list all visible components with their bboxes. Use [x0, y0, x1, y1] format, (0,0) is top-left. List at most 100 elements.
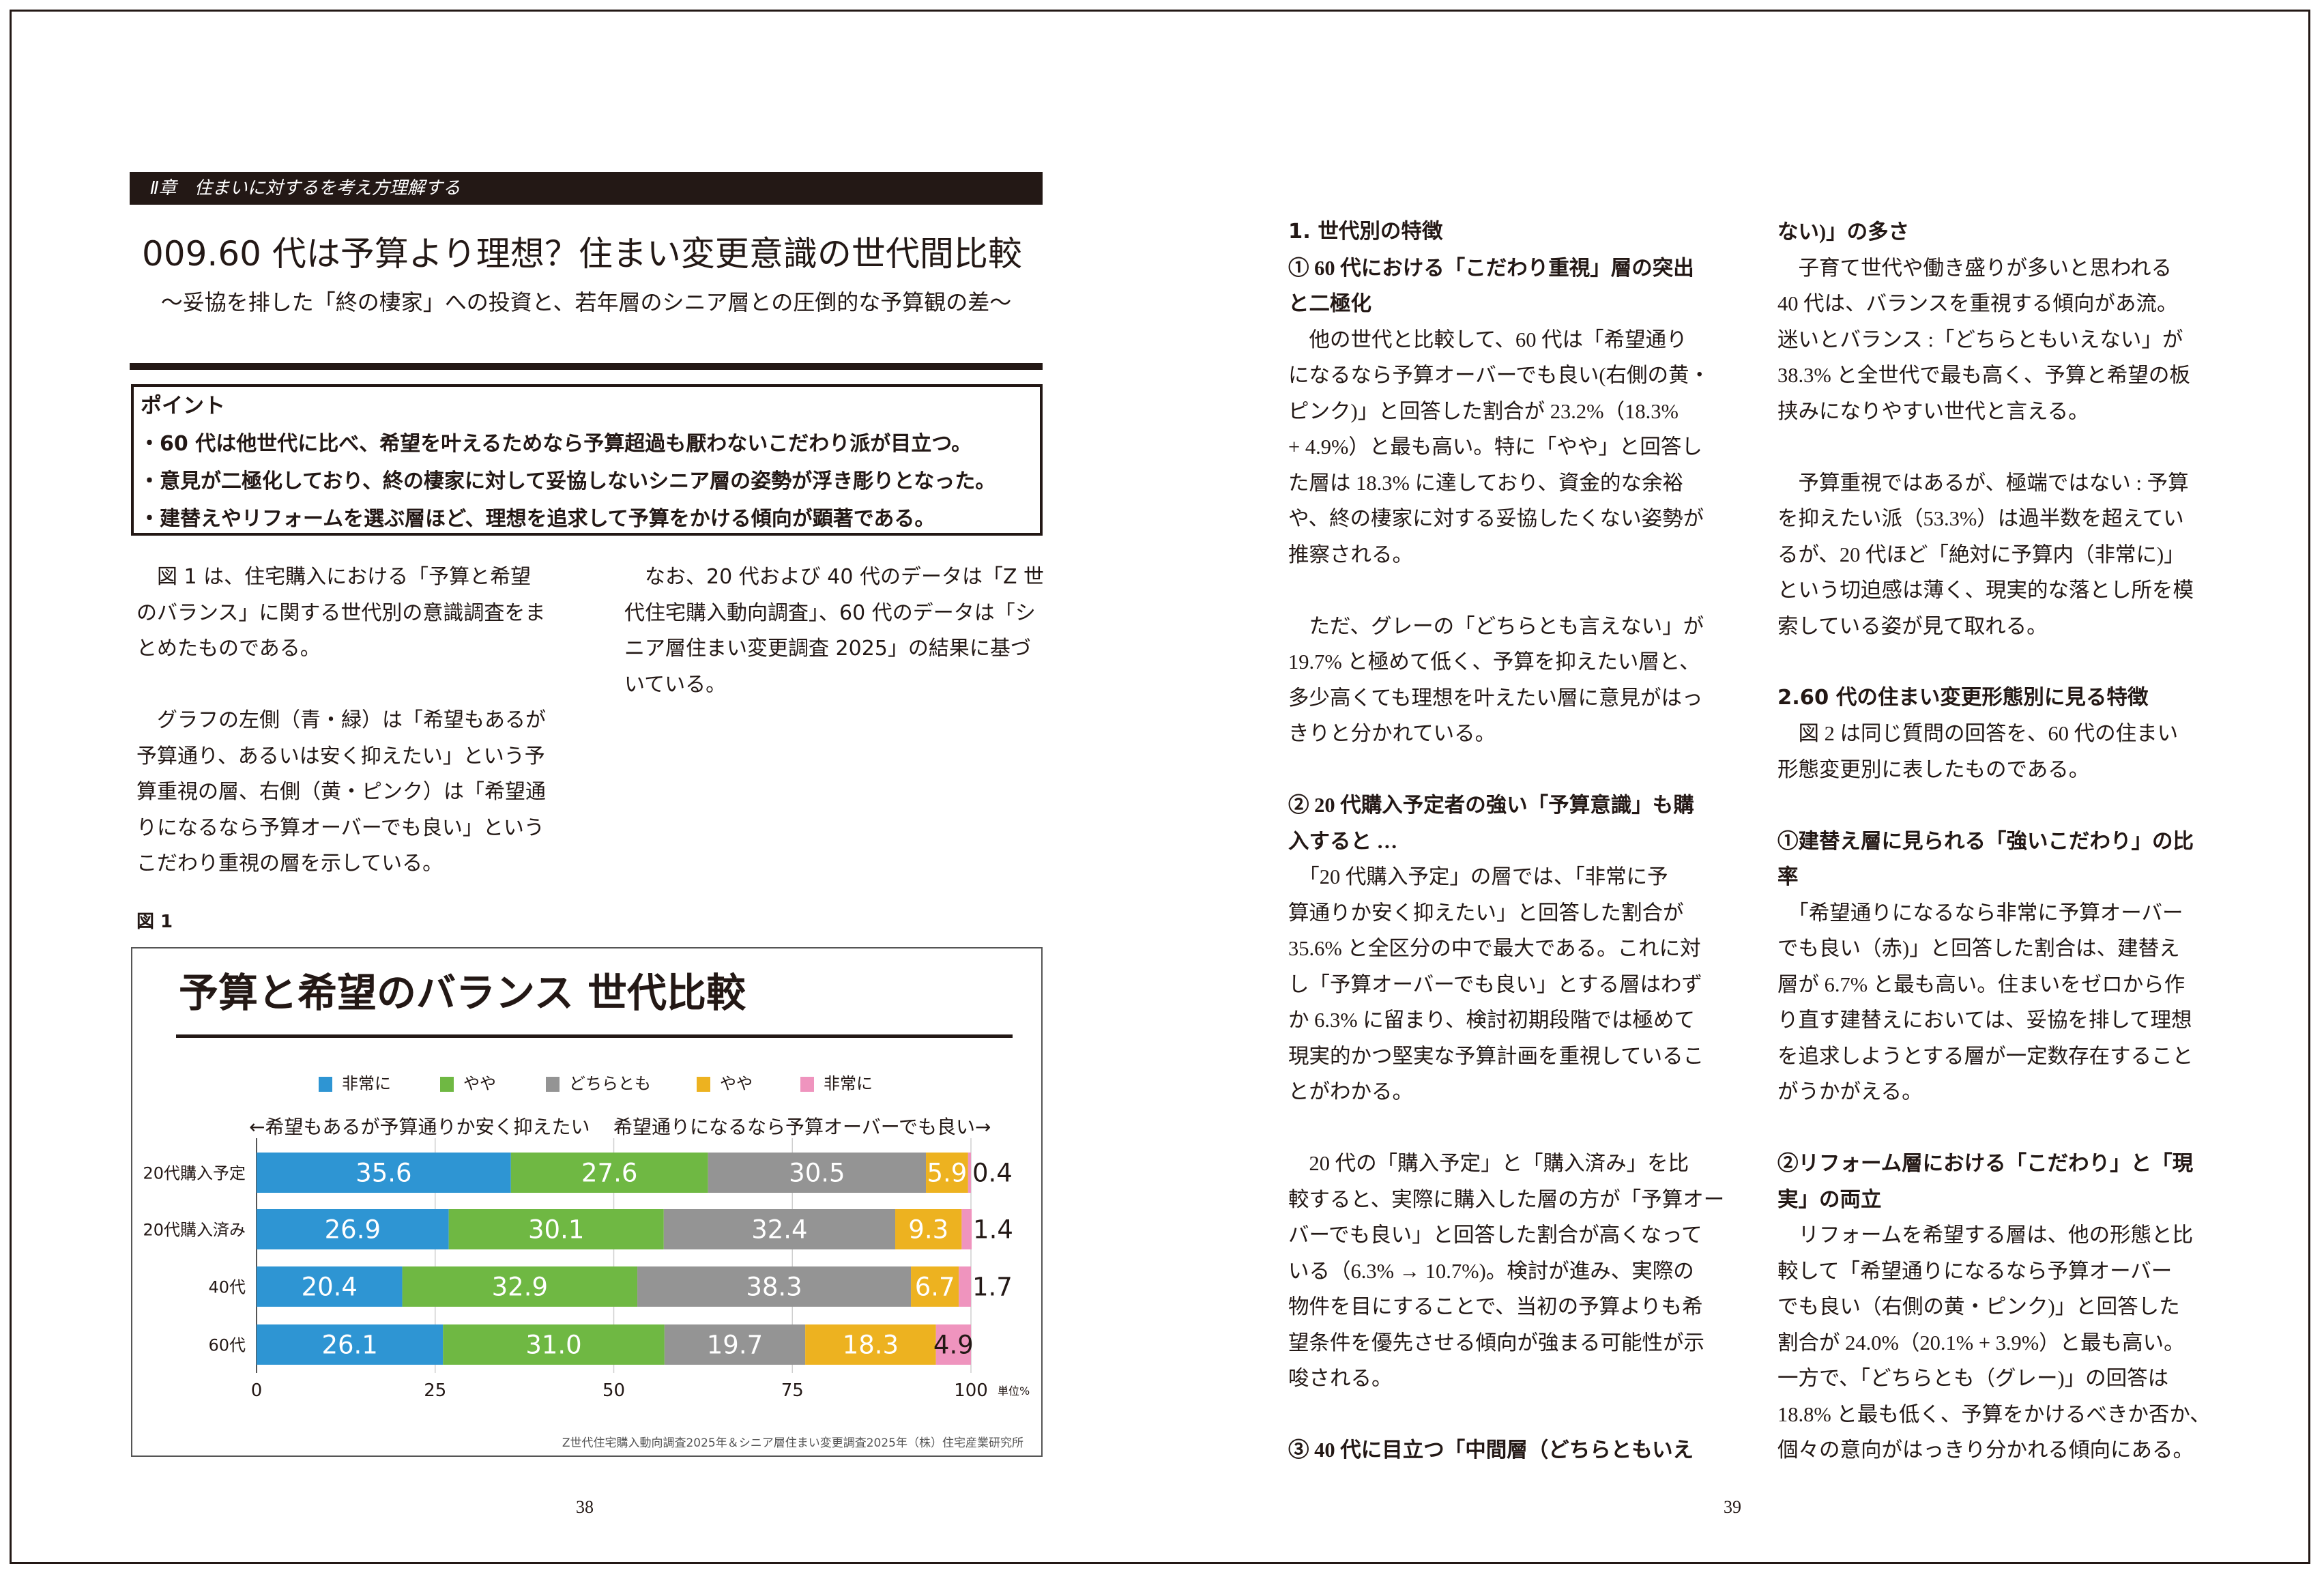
body-line: か 6.3% に留まり、検討初期段階では極めて [1288, 1009, 1696, 1032]
legend-label: どちらとも [569, 1074, 651, 1093]
right-direction-label: 希望通りになるなら予算オーバーでも良い→ [613, 1116, 991, 1138]
chart-source: Z世代住宅購入動向調査2025年＆シニア層住まい変更調査2025年（株）住宅産業… [562, 1436, 1023, 1450]
body-line: がうかがえる。 [1777, 1080, 1923, 1103]
section-heading: 2.60 代の住まい変更形態別に見る特徴 [1777, 685, 2149, 710]
data-label: 30.5 [789, 1159, 845, 1188]
data-label: 26.1 [321, 1331, 377, 1360]
bar-segment [968, 1153, 971, 1193]
data-label: 4.9 [933, 1331, 974, 1360]
bar-segment [805, 1324, 936, 1365]
data-label: 26.9 [325, 1215, 381, 1245]
body-line: 唆される。 [1288, 1367, 1393, 1390]
body-line: グラフの左側（青・緑）は「希望もあるが [136, 708, 546, 732]
body-line: こだわり重視の層を示している。 [136, 852, 444, 875]
bar-segment [911, 1266, 959, 1307]
category-label: 40代 [208, 1278, 246, 1297]
data-label: 0.4 [972, 1159, 1013, 1188]
data-label: 1.7 [972, 1273, 1013, 1302]
body-line: 算通りか安く抑えたい」と回答した割合が [1288, 901, 1684, 925]
x-tick-label: 25 [424, 1380, 446, 1401]
body-line: 較すると、実際に購入した層の方が「予算オー [1288, 1187, 1725, 1211]
body-line: 較して「希望通りになるなら予算オーバー [1777, 1259, 2173, 1283]
body-line: 40 代は、バランスを重視する傾向があ流。 [1777, 292, 2178, 315]
body-line: るが、20 代ほど「絶対に予算内（非常に)」 [1777, 542, 2185, 566]
legend-swatch [800, 1077, 814, 1092]
body-line: バーでも良い」と回答した割合が高くなって [1288, 1223, 1702, 1247]
point-item: ・60 代は他世代に比べ、希望を叶えるためなら予算超過も厭わないこだわり派が目立… [139, 432, 972, 456]
legend-item: やや [697, 1074, 753, 1093]
body-line: いる（6.3% → 10.7%)。検討が進み、実際の [1288, 1259, 1694, 1283]
body-line: 予算通り、あるいは安く抑えたい」という予 [136, 744, 545, 768]
points-heading: ポイント [141, 394, 225, 418]
body-line [1288, 1110, 1724, 1146]
body-line: 一方で、「どちらとも（グレー)」の回答は [1777, 1367, 2169, 1390]
legend-item: 非常に [319, 1074, 391, 1093]
legend-label: 非常に [342, 1074, 391, 1093]
data-label: 19.7 [707, 1331, 763, 1360]
body-line: し「予算オーバーでも良い」とする層はわず [1288, 972, 1702, 996]
x-tick-label: 75 [781, 1380, 804, 1401]
category-label: 20代購入予定 [143, 1164, 246, 1183]
body-line: 算重視の層、右側（黄・ピンク）は「希望通 [136, 780, 546, 804]
body-line: 図 2 は同じ質問の回答を、60 代の住まい [1777, 722, 2179, 745]
point-item: ・意見が二極化しており、終の棲家に対して妥協しないシニア層の姿勢が浮き彫りとなっ… [139, 469, 996, 493]
figure-label: 図 1 [136, 912, 173, 932]
x-tick-label: 0 [251, 1380, 263, 1401]
section-heading: 1. 世代別の特徴 [1288, 220, 1443, 244]
body-line: 割合が 24.0%（20.1% + 3.9%）と最も高い。 [1777, 1331, 2185, 1355]
body-line [1288, 752, 1724, 788]
body-line: いている。 [624, 672, 727, 697]
section-heading: と二極化 [1288, 292, 1371, 315]
legend-label: やや [463, 1074, 496, 1093]
page-number-right: 39 [1724, 1497, 1741, 1517]
body-line: ただ、グレーの「どちらとも言えない」が [1288, 614, 1704, 638]
body-line: なお、20 代および 40 代のデータは「Z 世 [624, 565, 1045, 589]
bar-segment [510, 1153, 708, 1193]
body-column-1: 図 1 は、住宅購入における「予算と希望 のバランス」に関する世代別の意識調査をま… [136, 560, 546, 882]
bar-segment [402, 1266, 638, 1307]
category-label: 60代 [208, 1336, 246, 1355]
section-heading: ②リフォーム層における「こだわり」と「現 [1777, 1152, 2194, 1175]
body-line: 物件を目にすることで、当初の予算よりも希 [1288, 1295, 1703, 1318]
body-line: のバランス」に関する世代別の意識調査をま [136, 600, 546, 625]
data-label: 9.3 [908, 1215, 948, 1245]
bar-segment [959, 1266, 971, 1307]
body-line: とがわかる。 [1288, 1080, 1413, 1103]
legend-swatch [546, 1077, 560, 1092]
body-line: ピンク)」と回答した割合が 23.2%（18.3% [1288, 399, 1679, 423]
bar-segment [663, 1209, 896, 1249]
body-line: 「20 代購入予定」の層では、「非常に予 [1288, 865, 1668, 888]
body-line: 他の世代と比較して、60 代は「希望通り [1288, 328, 1687, 351]
chart-container [131, 947, 1043, 1457]
legend-swatch [440, 1077, 454, 1092]
legend-label: やや [720, 1074, 753, 1093]
body-line: 20 代の「購入予定」と「購入済み」を比 [1288, 1152, 1689, 1175]
points-box: ポイント ・60 代は他世代に比べ、希望を叶えるためなら予算超過も厭わないこだわ… [131, 384, 1043, 536]
body-line: や、終の棲家に対する妥協したくない姿勢が [1288, 507, 1704, 530]
data-label: 30.1 [528, 1215, 584, 1245]
bar-segment [895, 1209, 962, 1249]
data-label: 5.9 [927, 1159, 968, 1188]
body-line: 索している姿が見て取れる。 [1777, 614, 2048, 638]
data-label: 38.3 [746, 1273, 802, 1302]
right-column-1: 1. 世代別の特徴 ① 60 代における「こだわり重視」層の突出 と二極化 他の世代… [1288, 214, 1724, 1468]
data-label: 27.6 [581, 1159, 637, 1188]
body-line: 迷いとバランス :「どちらともいえない」が [1777, 328, 2183, 351]
body-line: 「希望通りになるなら非常に予算オーバー [1777, 901, 2183, 925]
legend-swatch [319, 1077, 332, 1092]
body-line: 18.8% と最も低く、予算をかけるべきか否か、 [1777, 1402, 2211, 1426]
chart-title: 予算と希望のバランス 世代比較 [179, 970, 746, 1016]
bar-segment [935, 1324, 971, 1365]
body-line: でも良い（右側の黄・ピンク)」と回答した [1777, 1295, 2180, 1318]
body-line: ニア層住まい変更調査 2025」の結果に基づ [624, 637, 1031, 661]
stacked-bar-chart: 0 25 50 75 100 単位% 20代購入予定 35.6 27.6 30.5 5.9 0.4 20… [143, 1138, 1030, 1401]
x-tick-label: 50 [602, 1380, 625, 1401]
body-line [1777, 1110, 2211, 1146]
right-column-2: ない)」の多さ 子育て世代や働き盛りが多いと思われる 40 代は、バランスを重視す… [1777, 214, 2211, 1468]
page-subtitle: 〜妥協を排した「終の棲家」への投資と、若年層のシニア層との圧倒的な予算観の差〜 [160, 289, 1012, 315]
body-line: 層が 6.7% と最も高い。住まいをゼロから作 [1777, 972, 2185, 996]
bar-segment [961, 1209, 972, 1249]
body-line [1777, 429, 2211, 465]
data-label: 18.3 [843, 1331, 899, 1360]
legend-item: やや [440, 1074, 496, 1093]
